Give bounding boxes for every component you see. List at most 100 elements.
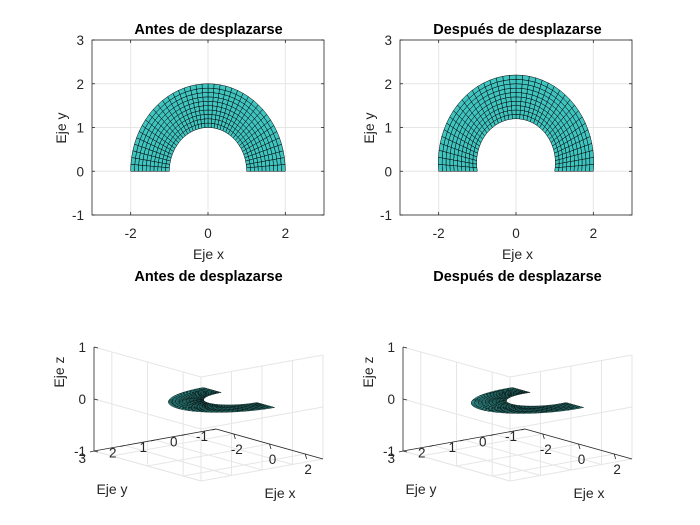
y-tick-label: 3 — [387, 451, 395, 466]
x-axis-label: Eje x — [193, 246, 224, 262]
mesh-cell — [588, 150, 594, 159]
y-axis-label: Eje y — [405, 481, 436, 497]
x-tick-mark — [304, 453, 308, 460]
y-tick-label: 3 — [76, 33, 84, 48]
mesh-cell — [161, 162, 167, 168]
x-tick-label: -2 — [231, 442, 243, 457]
mesh-surface — [438, 74, 594, 172]
mesh-cell — [449, 165, 455, 172]
mesh-cell — [511, 109, 517, 115]
y-tick-mark — [181, 434, 186, 436]
y-tick-mark — [520, 428, 526, 431]
mesh-cell — [449, 153, 455, 161]
mesh-cell — [211, 114, 217, 120]
x-tick-label: 0 — [578, 452, 586, 467]
y-gridline-floor — [124, 445, 232, 476]
z-tick-label: -1 — [74, 444, 86, 459]
mesh-cell — [157, 162, 163, 168]
mesh-cell — [578, 159, 583, 166]
mesh-cell — [277, 164, 282, 172]
mesh-cell — [157, 166, 162, 172]
mesh-cell — [573, 165, 579, 172]
mesh-cell — [511, 114, 517, 120]
mesh-cell — [465, 166, 470, 172]
mesh-cell — [198, 387, 206, 390]
mesh-cell — [237, 410, 244, 412]
mesh-cell — [509, 87, 517, 94]
mesh-cell — [203, 105, 209, 111]
mesh-cell — [130, 157, 136, 165]
mesh-cell — [468, 162, 474, 168]
mesh-cell — [589, 164, 594, 172]
mesh-cell — [558, 166, 564, 172]
mesh-cell — [213, 83, 221, 90]
mesh-cell — [202, 92, 209, 98]
y-axis-label: Eje y — [96, 481, 127, 497]
mesh-cell — [566, 166, 571, 172]
x-tick-label: 0 — [204, 226, 212, 241]
mesh-surface — [130, 83, 286, 172]
mesh-cell — [574, 159, 579, 167]
mesh-cell — [195, 83, 203, 90]
mesh-cell — [472, 163, 478, 169]
z-tick-mark — [402, 346, 408, 349]
mesh-cell — [273, 164, 278, 172]
mesh-cell — [510, 96, 517, 102]
mesh-cell — [515, 105, 521, 111]
y-tick-label: -1 — [72, 208, 84, 223]
y-tick-mark — [429, 445, 434, 447]
x-tick-label: 2 — [590, 226, 598, 241]
z-gridline-side — [200, 458, 324, 482]
mesh-cell — [207, 118, 212, 124]
mesh-cell — [145, 165, 151, 172]
mesh-cell — [203, 109, 209, 115]
x-axis-label: Eje x — [573, 485, 604, 501]
y-gridline-floor — [494, 434, 602, 465]
mesh-cell — [468, 166, 474, 172]
mesh-cell — [203, 114, 209, 120]
y-tick-label: 0 — [384, 164, 392, 179]
y-gridline-floor — [433, 445, 541, 476]
z-tick-mark — [93, 398, 99, 401]
x-tick-label: 0 — [512, 226, 520, 241]
y-axis-label: Eje y — [53, 112, 69, 143]
y-tick-label: 1 — [139, 440, 147, 455]
x-tick-mark — [542, 433, 545, 440]
y-tick-label: -1 — [380, 208, 392, 223]
mesh-cell — [453, 154, 459, 162]
mesh-cell — [453, 165, 459, 172]
mesh-cell — [461, 156, 466, 163]
z-tick-mark — [402, 450, 408, 453]
mesh-cell — [280, 157, 286, 165]
mesh-cell — [522, 75, 530, 81]
z-gridline-side — [509, 458, 633, 482]
x-tick-mark — [269, 443, 272, 450]
mesh-cell — [202, 101, 209, 107]
plot-area: -2 0 2 -1 0 1 2 3 — [72, 33, 325, 241]
mesh-surface — [470, 387, 584, 414]
subplot-top-left: -2 0 2 -1 0 1 2 3 Antes de desplazarse Eje x Ej… — [53, 22, 325, 262]
y-tick-mark — [89, 450, 95, 453]
mesh-cell — [449, 159, 454, 166]
mesh-cell — [210, 123, 215, 129]
mesh-cell — [134, 164, 139, 172]
mesh-cell — [461, 161, 466, 167]
y-axis-label: Eje y — [361, 112, 377, 143]
y-gridline-floor — [463, 439, 572, 471]
mesh-cell — [464, 161, 470, 168]
mesh-cell — [246, 167, 251, 172]
y-tick-mark — [120, 445, 125, 447]
z-axis-label: Eje z — [51, 356, 67, 387]
mesh-cell — [207, 114, 213, 120]
mesh-cell — [201, 83, 209, 89]
mesh-cell — [153, 166, 159, 172]
mesh-cell — [231, 410, 238, 413]
z-axis-label: Eje z — [360, 356, 376, 387]
subplot-title: Antes de desplazarse — [134, 269, 282, 285]
y-tick-label: 1 — [448, 440, 456, 455]
mesh-cell — [515, 96, 522, 102]
mesh-cell — [453, 159, 458, 167]
mesh-cell — [457, 155, 462, 162]
